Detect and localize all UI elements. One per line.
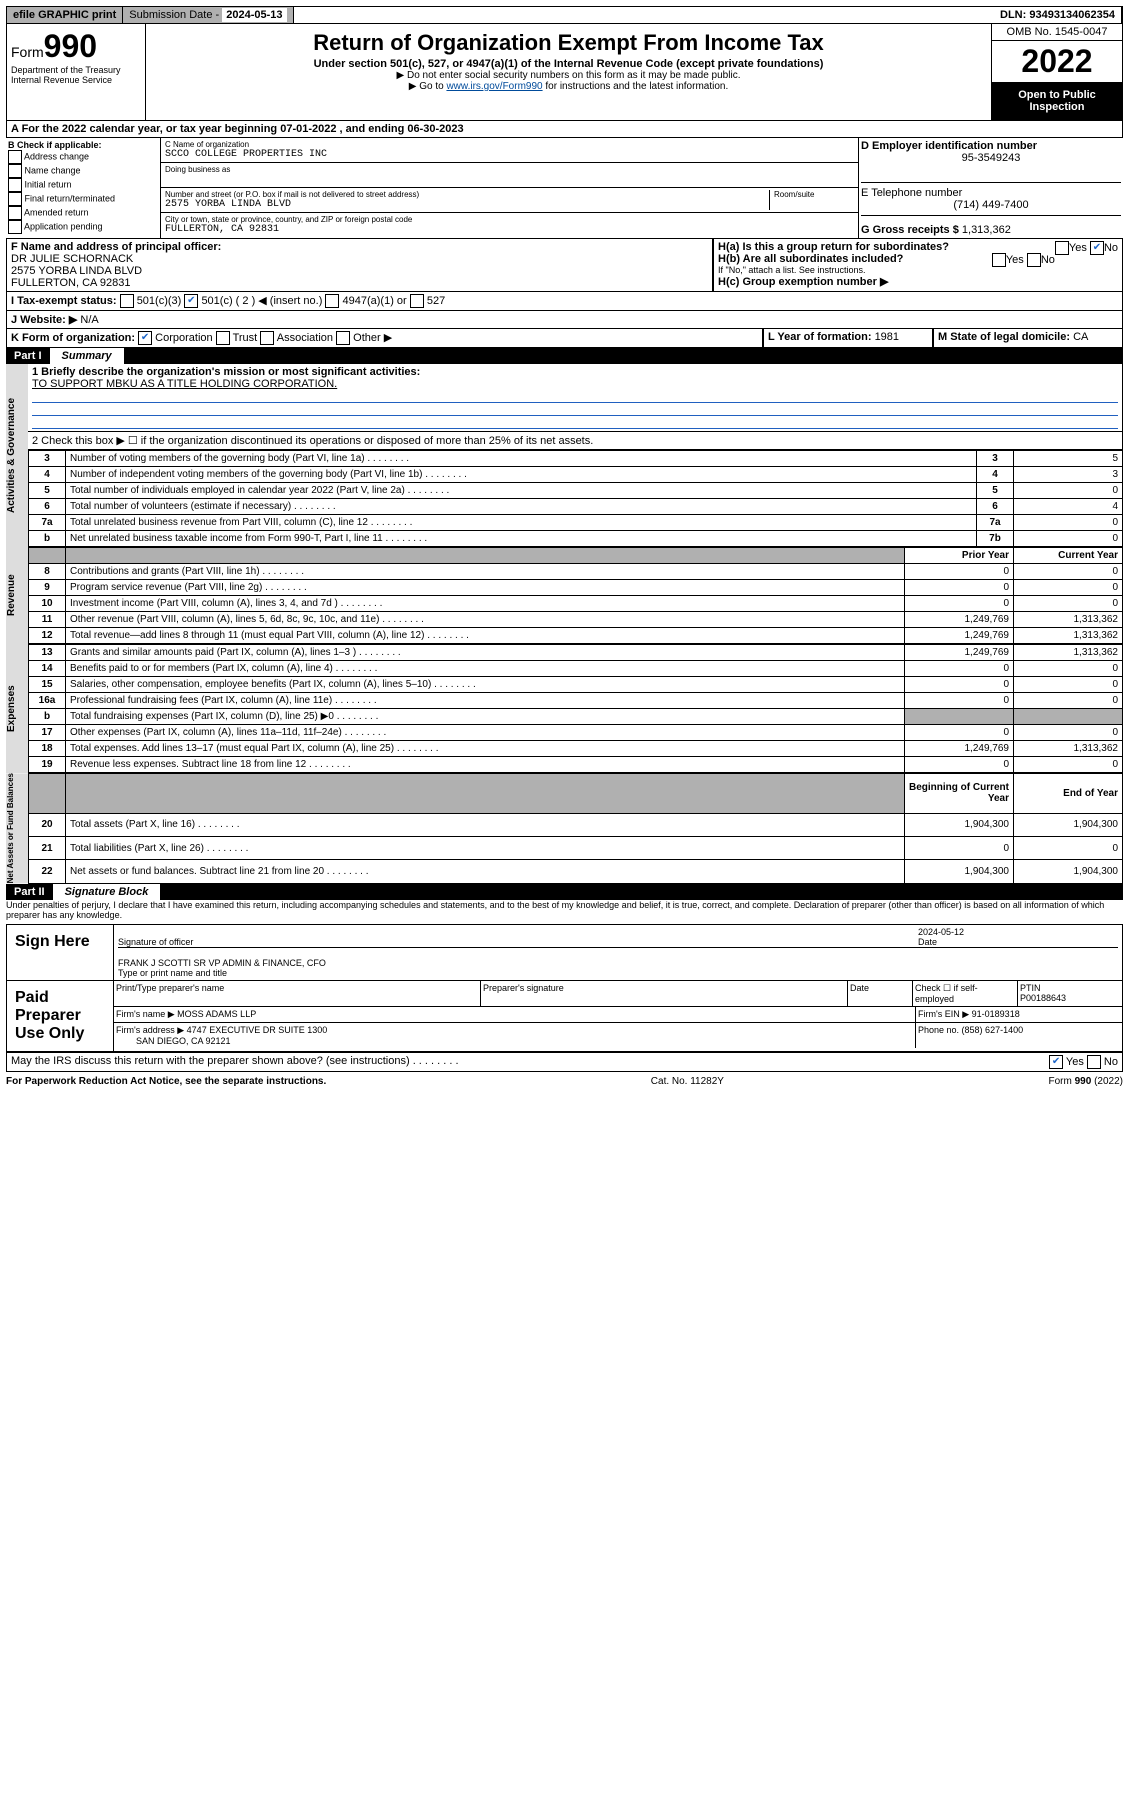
omb-number: OMB No. 1545-0047 — [992, 24, 1122, 41]
gross-receipts: 1,313,362 — [962, 224, 1011, 236]
section-c: C Name of organization SCCO COLLEGE PROP… — [161, 138, 859, 238]
form-number: Form990 — [11, 28, 141, 65]
side-activities: Activities & Governance — [6, 364, 28, 547]
form-note2: ▶ Go to www.irs.gov/Form990 for instruct… — [150, 81, 987, 92]
irs-label: Internal Revenue Service — [11, 75, 141, 85]
section-deg: D Employer identification number 95-3549… — [859, 138, 1123, 238]
penalties-text: Under penalties of perjury, I declare th… — [6, 900, 1123, 920]
section-i: I Tax-exempt status: 501(c)(3) 501(c) ( … — [6, 292, 1123, 311]
summary-table-ag: 3Number of voting members of the governi… — [28, 450, 1123, 547]
org-name: SCCO COLLEGE PROPERTIES INC — [165, 149, 854, 160]
part1-header: Part I Summary — [6, 348, 1123, 364]
form-title: Return of Organization Exempt From Incom… — [150, 30, 987, 56]
phone: (714) 449-7400 — [861, 199, 1121, 211]
signature-block: Sign Here Signature of officer 2024-05-1… — [6, 924, 1123, 1052]
dln: DLN: 93493134062354 — [994, 7, 1122, 23]
form-subtitle: Under section 501(c), 527, or 4947(a)(1)… — [150, 58, 987, 70]
side-revenue: Revenue — [6, 547, 28, 644]
tax-year: 2022 — [992, 41, 1122, 83]
org-address: 2575 YORBA LINDA BLVD — [165, 199, 769, 210]
summary-table-na: Beginning of Current YearEnd of Year20To… — [28, 773, 1123, 883]
mission-text: TO SUPPORT MBKU AS A TITLE HOLDING CORPO… — [32, 378, 337, 390]
section-b: B Check if applicable: Address change Na… — [6, 138, 161, 238]
dept-treasury: Department of the Treasury — [11, 65, 141, 75]
summary-table-exp: 13Grants and similar amounts paid (Part … — [28, 644, 1123, 773]
form-note1: ▶ Do not enter social security numbers o… — [150, 70, 987, 81]
org-city: FULLERTON, CA 92831 — [165, 224, 854, 235]
ein: 95-3549243 — [861, 152, 1121, 164]
section-klm: K Form of organization: Corporation Trus… — [6, 329, 1123, 348]
section-j: J Website: ▶ N/A — [6, 311, 1123, 329]
submission-date: Submission Date - 2024-05-13 — [123, 7, 293, 23]
section-a: A For the 2022 calendar year, or tax yea… — [6, 121, 1123, 138]
section-fh: F Name and address of principal officer:… — [6, 239, 1123, 292]
open-public: Open to Public Inspection — [992, 83, 1122, 120]
irs-link[interactable]: www.irs.gov/Form990 — [446, 81, 542, 92]
page-footer: For Paperwork Reduction Act Notice, see … — [6, 1072, 1123, 1087]
top-bar: efile GRAPHIC print Submission Date - 20… — [6, 6, 1123, 24]
side-expenses: Expenses — [6, 644, 28, 773]
form-header: Form990 Department of the Treasury Inter… — [6, 24, 1123, 121]
efile-label[interactable]: efile GRAPHIC print — [7, 7, 123, 23]
summary-table-rev: Prior YearCurrent Year8Contributions and… — [28, 547, 1123, 644]
part2-header: Part II Signature Block — [6, 884, 1123, 900]
sections-bcd: B Check if applicable: Address change Na… — [6, 138, 1123, 239]
side-netassets: Net Assets or Fund Balances — [6, 773, 28, 883]
